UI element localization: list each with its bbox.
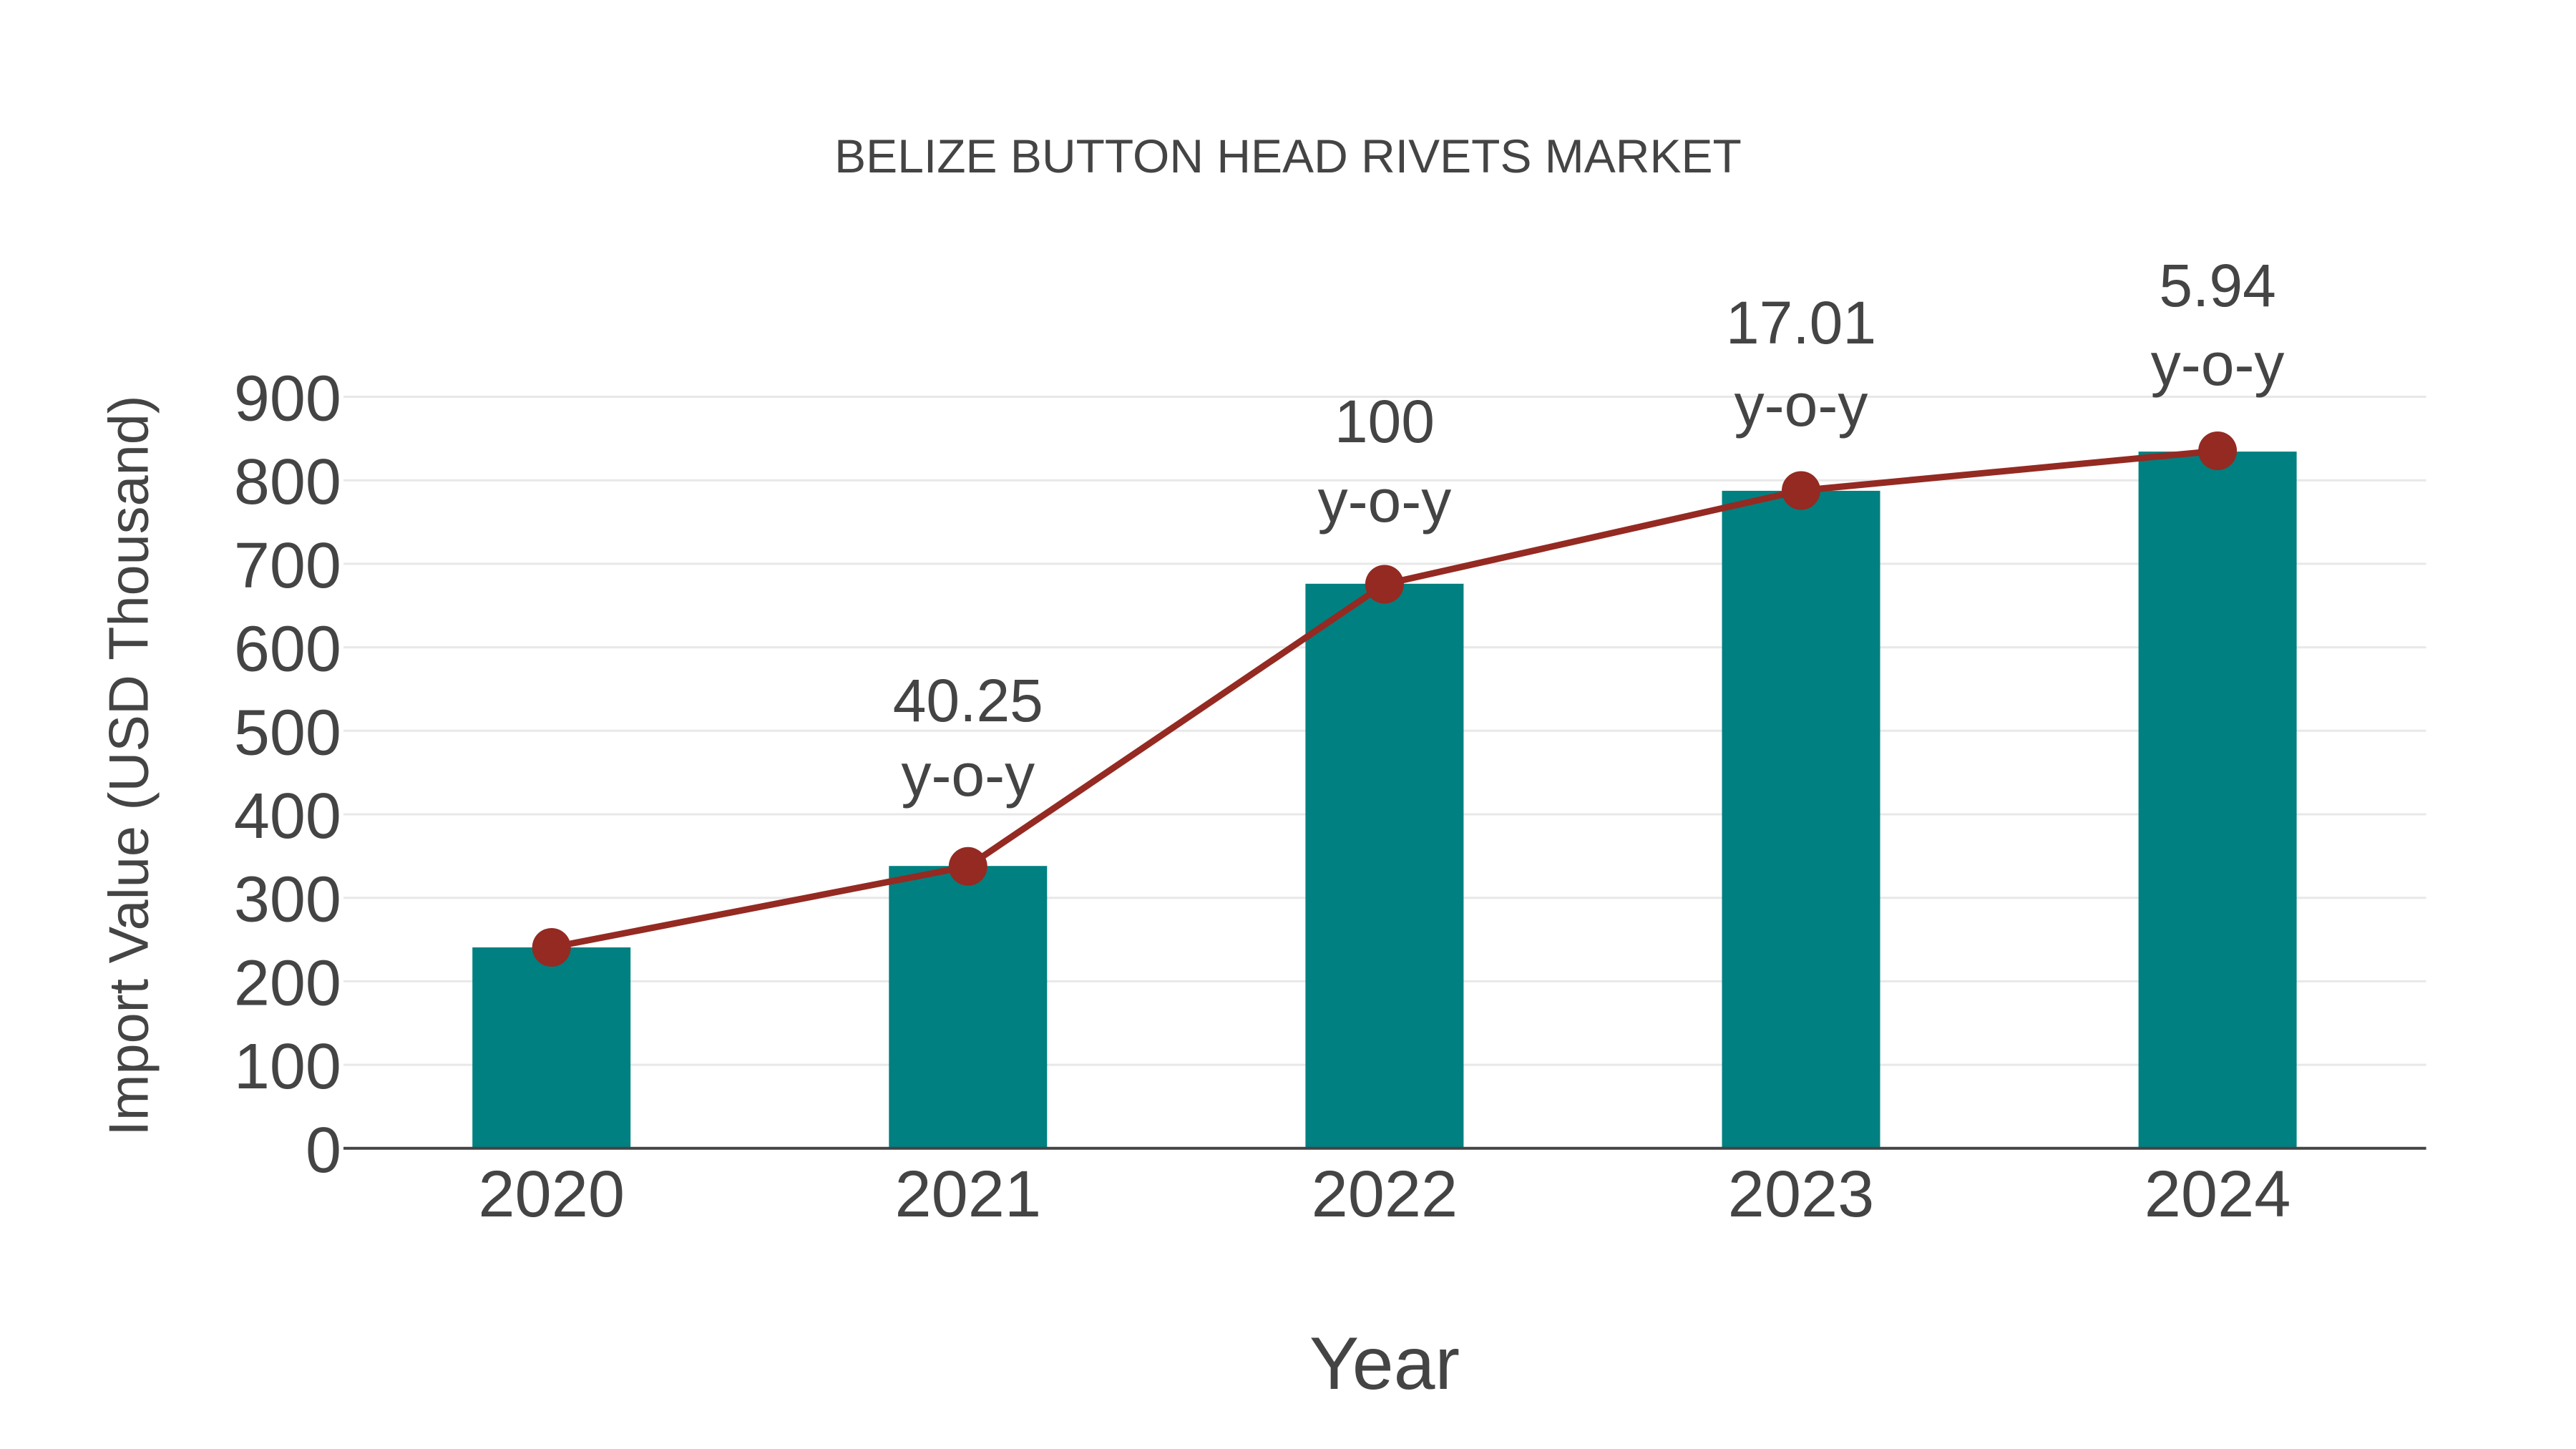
svg-text:Year: Year <box>1309 1322 1460 1405</box>
svg-text:0: 0 <box>306 1115 341 1186</box>
svg-text:700: 700 <box>234 530 341 602</box>
svg-text:100: 100 <box>1335 388 1435 455</box>
svg-text:y-o-y: y-o-y <box>1318 467 1452 535</box>
svg-text:2024: 2024 <box>2145 1158 2291 1231</box>
svg-text:300: 300 <box>234 864 341 936</box>
svg-text:40.25: 40.25 <box>893 667 1043 734</box>
svg-text:2020: 2020 <box>478 1158 625 1231</box>
svg-text:900: 900 <box>234 364 341 435</box>
svg-text:400: 400 <box>234 781 341 852</box>
svg-text:17.01: 17.01 <box>1726 289 1876 356</box>
svg-text:BELIZE BUTTON HEAD RIVETS MARK: BELIZE BUTTON HEAD RIVETS MARKET <box>834 130 1742 182</box>
svg-text:y-o-y: y-o-y <box>901 741 1035 809</box>
svg-text:600: 600 <box>234 614 341 686</box>
svg-text:Import Value (USD Thousand): Import Value (USD Thousand) <box>98 395 160 1136</box>
svg-text:2021: 2021 <box>894 1158 1041 1231</box>
svg-text:800: 800 <box>234 447 341 518</box>
svg-text:y-o-y: y-o-y <box>2151 331 2285 398</box>
svg-text:100: 100 <box>234 1031 341 1103</box>
svg-text:200: 200 <box>234 947 341 1019</box>
svg-text:y-o-y: y-o-y <box>1735 371 1868 439</box>
svg-text:2023: 2023 <box>1728 1158 1875 1231</box>
svg-text:500: 500 <box>234 697 341 769</box>
svg-text:5.94: 5.94 <box>2159 252 2276 319</box>
svg-text:2022: 2022 <box>1312 1158 1458 1231</box>
